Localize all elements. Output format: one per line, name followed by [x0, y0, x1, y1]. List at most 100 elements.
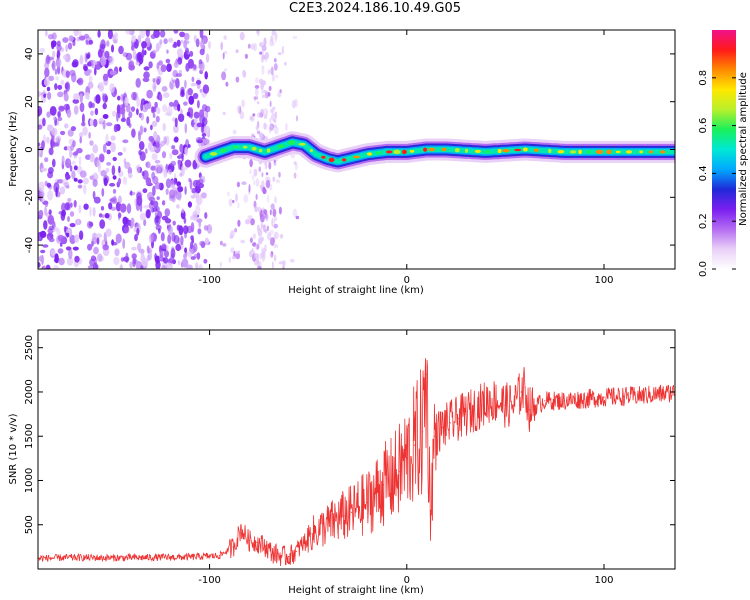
noise-blob: [180, 86, 185, 94]
noise-blob: [189, 50, 194, 57]
noise-blob: [52, 50, 56, 58]
faint-blob: [230, 247, 235, 254]
noise-blob: [65, 70, 70, 78]
noise-blob: [87, 61, 92, 67]
noise-blob: [170, 160, 177, 167]
noise-blob: [41, 140, 45, 150]
noise-blob: [137, 34, 142, 44]
noise-blob: [117, 95, 121, 101]
noise-blob: [201, 122, 205, 128]
ridge-hotspot: [266, 148, 271, 153]
noise-blob: [171, 187, 179, 195]
noise-blob: [196, 218, 203, 223]
noise-blob: [202, 37, 207, 45]
noise-blob: [190, 222, 195, 233]
noise-blob: [104, 213, 110, 219]
noise-blob: [145, 161, 151, 169]
noise-blob: [44, 157, 49, 163]
faint-blob: [270, 251, 274, 258]
noise-blob: [88, 132, 91, 139]
noise-blob: [79, 102, 85, 113]
snr-line-layer: [38, 358, 675, 567]
noise-blob: [183, 39, 188, 49]
ridge-hotspot: [523, 147, 528, 152]
noise-blob: [195, 204, 201, 216]
noise-blob: [172, 79, 178, 83]
faint-blob: [254, 253, 260, 259]
noise-blob: [148, 196, 156, 202]
noise-blob: [184, 247, 187, 253]
ridge-hotspot: [660, 150, 666, 154]
ridge-hotspot: [258, 148, 263, 153]
faint-blob: [259, 112, 264, 118]
noise-blob: [166, 63, 172, 72]
noise-blob: [96, 236, 100, 245]
colorbar-tick-label: 0.0: [698, 261, 709, 277]
noise-blob: [92, 118, 98, 128]
snr-data-point: [390, 479, 392, 482]
snr-data-point: [327, 524, 329, 526]
noise-blob: [78, 156, 82, 166]
noise-blob: [167, 234, 172, 245]
noise-blob: [112, 188, 117, 194]
faint-blob: [267, 92, 271, 97]
faint-blob: [278, 171, 281, 178]
noise-blob: [102, 244, 109, 251]
faint-blob: [256, 244, 259, 251]
noise-blob: [195, 179, 201, 188]
noise-blob: [184, 79, 187, 89]
noise-blob: [189, 241, 194, 250]
snr-data-point: [520, 391, 522, 393]
noise-blob: [98, 213, 103, 218]
snr-ticks: -100 0 100 500 1000 1500 2000 2500: [24, 330, 675, 586]
noise-blob: [185, 47, 189, 55]
noise-blob: [72, 98, 80, 104]
noise-blob: [180, 235, 184, 246]
noise-blob: [164, 249, 169, 258]
noise-blob: [77, 77, 84, 86]
noise-blob: [126, 116, 131, 126]
noise-blob: [38, 209, 44, 218]
colorbar-gradient: [712, 30, 736, 269]
snr-panel: -100 0 100 500 1000 1500 2000 2500 Height of st…: [8, 329, 676, 596]
noise-blob: [195, 262, 199, 269]
noise-blob: [40, 190, 45, 199]
noise-blob: [91, 174, 95, 181]
noise-blob: [79, 170, 87, 178]
y-tick-label: 2500: [24, 335, 35, 360]
faint-blob: [257, 30, 260, 37]
noise-blob: [184, 123, 188, 134]
noise-blob: [141, 171, 145, 177]
noise-blob: [73, 165, 78, 171]
faint-blob: [265, 180, 271, 189]
noise-blob: [110, 206, 117, 211]
faint-blob: [255, 125, 259, 131]
noise-blob: [177, 190, 182, 201]
noise-blob: [122, 216, 128, 225]
noise-blob: [45, 56, 51, 65]
noise-blob: [48, 147, 54, 156]
faint-blob: [224, 68, 228, 72]
noise-blob: [184, 186, 187, 195]
noise-blob: [183, 32, 190, 41]
ridge-hotspot: [454, 148, 460, 153]
noise-blob: [97, 30, 101, 38]
noise-blob: [161, 243, 167, 249]
noise-blob: [61, 209, 66, 217]
faint-blob: [263, 37, 267, 46]
faint-blob: [237, 219, 241, 227]
noise-blob: [92, 178, 98, 187]
faint-blob: [249, 159, 253, 168]
noise-blob: [163, 92, 170, 98]
noise-blob: [185, 90, 189, 101]
ridge-hotspot: [409, 149, 415, 153]
noise-blob: [57, 84, 63, 90]
noise-blob: [66, 232, 70, 238]
faint-blob: [275, 179, 280, 184]
noise-blob: [156, 78, 161, 86]
faint-blob: [281, 45, 285, 55]
faint-blob: [285, 122, 288, 132]
ridge-hotspot: [428, 147, 435, 152]
noise-blob: [62, 37, 69, 43]
noise-blob: [79, 136, 82, 144]
